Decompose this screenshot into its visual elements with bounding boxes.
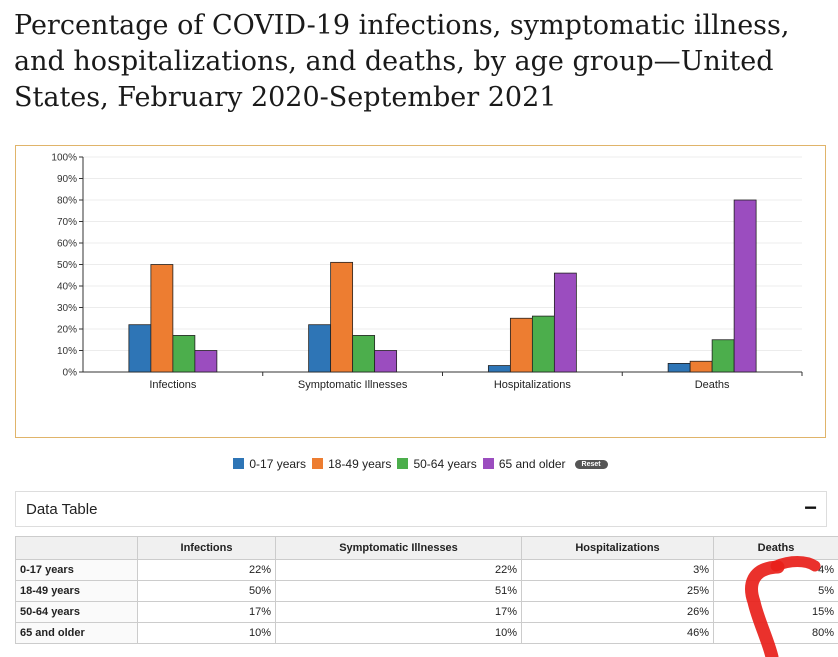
reset-button[interactable]: Reset — [574, 460, 608, 469]
row-label: 0-17 years — [15, 559, 138, 581]
x-category-label: Symptomatic Illnesses — [298, 379, 408, 391]
y-tick-label: 10% — [57, 346, 77, 357]
bar — [733, 199, 757, 373]
y-tick-label: 90% — [57, 174, 77, 185]
y-tick-label: 70% — [57, 217, 77, 228]
chart-legend: 0-17 years 18-49 years 50-64 years 65 and o… — [0, 456, 838, 471]
row-label: 65 and older — [15, 622, 138, 644]
bar — [308, 324, 332, 373]
bar — [330, 261, 354, 373]
legend-label: 0-17 years — [249, 456, 307, 471]
bar-chart: 0% 10% 20% 30% 40% 50% 60% 70% 80% 90% 100% Infecti… — [51, 153, 803, 391]
y-tick-label: 60% — [57, 239, 77, 250]
x-category-label: Infections — [149, 379, 197, 391]
bar — [711, 339, 735, 373]
table-header-cell — [15, 536, 138, 560]
bar — [553, 272, 577, 373]
table-cell: 26% — [521, 601, 714, 623]
bar — [374, 350, 398, 373]
table-cell: 50% — [137, 580, 276, 602]
table-cell: 5% — [713, 580, 838, 602]
table-cell: 4% — [713, 559, 838, 581]
bar — [194, 350, 218, 373]
legend-item[interactable]: 0-17 years — [233, 457, 306, 471]
bar — [128, 324, 152, 373]
table-cell: 80% — [713, 622, 838, 644]
y-tick-label: 30% — [57, 303, 77, 314]
table-row: 0-17 years 22% 22% 3% 4% — [15, 559, 838, 581]
bar — [667, 362, 691, 373]
collapse-icon[interactable]: − — [804, 495, 817, 520]
legend-item[interactable]: 50-64 years — [397, 456, 477, 471]
table-row: 18-49 years 50% 51% 25% 5% — [15, 580, 838, 602]
table-header-row: Infections Symptomatic Illnesses Hospitali… — [15, 536, 838, 560]
bar — [172, 335, 196, 373]
row-label: 18-49 years — [15, 580, 138, 602]
chart-frame: 0% 10% 20% 30% 40% 50% 60% 70% 80% 90% 100% Infecti… — [15, 145, 826, 438]
data-table-title: Data Table — [26, 501, 98, 518]
table-cell: 22% — [137, 559, 276, 581]
table-header-cell: Symptomatic Illnesses — [275, 536, 522, 560]
table-cell: 15% — [713, 601, 838, 623]
table-cell: 3% — [521, 559, 714, 581]
bar — [531, 315, 555, 373]
row-label: 50-64 years — [15, 601, 138, 623]
page-title: Percentage of COVID-19 infections, sympt… — [14, 10, 790, 113]
y-tick-label: 100% — [51, 153, 77, 164]
legend-label: 65 and older — [498, 456, 566, 471]
legend-swatch — [397, 457, 409, 469]
bar — [509, 317, 533, 373]
table-cell: 10% — [137, 622, 276, 644]
table-cell: 17% — [275, 601, 522, 623]
table-cell: 46% — [521, 622, 714, 644]
table-cell: 51% — [275, 580, 522, 602]
x-category-label: Deaths — [695, 379, 730, 391]
legend-swatch — [233, 457, 245, 469]
table-cell: 10% — [275, 622, 522, 644]
legend-label: 18-49 years — [328, 456, 392, 471]
bar — [352, 335, 376, 373]
bar — [487, 365, 511, 373]
legend-swatch — [482, 457, 494, 469]
y-tick-label: 80% — [57, 196, 77, 207]
legend-item[interactable]: 65 and older — [482, 456, 566, 471]
table-cell: 25% — [521, 580, 714, 602]
table-header-cell: Infections — [137, 536, 276, 560]
bar — [150, 264, 174, 373]
table-cell: 17% — [137, 601, 276, 623]
legend-item[interactable]: 18-49 years — [312, 457, 391, 471]
y-tick-label: 50% — [57, 260, 77, 271]
y-tick-label: 0% — [63, 368, 78, 379]
legend-label: 50-64 years — [413, 456, 477, 471]
x-category-label: Hospitalizations — [494, 379, 572, 391]
y-tick-label: 40% — [57, 282, 77, 293]
data-table-panel[interactable]: Data Table − — [15, 491, 827, 527]
table-cell: 22% — [275, 559, 522, 581]
bar — [689, 360, 713, 373]
table-row: 50-64 years 17% 17% 26% 15% — [15, 601, 838, 623]
y-tick-label: 20% — [57, 325, 77, 336]
data-table: Infections Symptomatic Illnesses Hospitali… — [15, 536, 838, 644]
table-row: 65 and older 10% 10% 46% 80% — [15, 622, 838, 644]
table-header-cell: Deaths — [713, 536, 838, 560]
legend-swatch — [312, 457, 324, 469]
table-header-cell: Hospitalizations — [521, 536, 714, 560]
